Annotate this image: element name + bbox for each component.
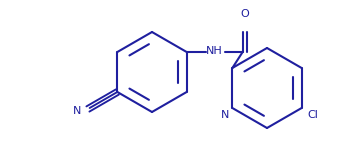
Text: NH: NH	[206, 46, 223, 56]
Text: N: N	[221, 110, 229, 120]
Text: Cl: Cl	[308, 110, 318, 120]
Text: N: N	[73, 106, 82, 116]
Text: O: O	[240, 9, 249, 19]
